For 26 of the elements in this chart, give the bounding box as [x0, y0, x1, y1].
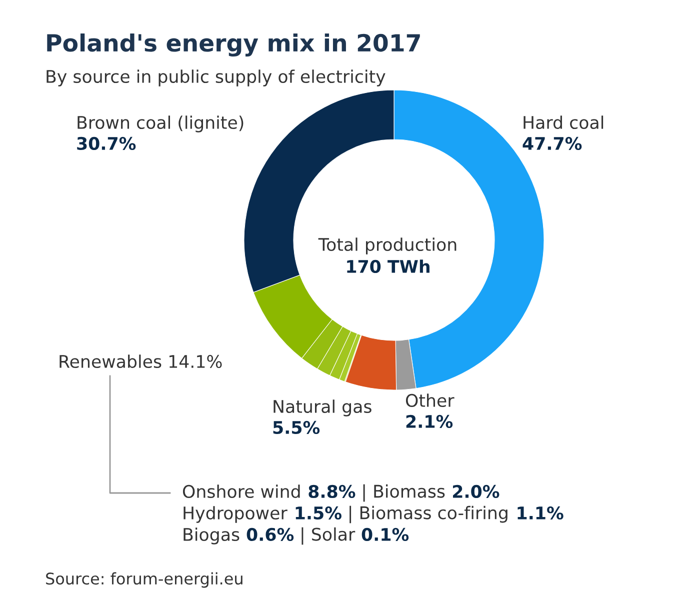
chart-subtitle: By source in public supply of electricity	[46, 70, 386, 86]
source-note: Source: forum-energii.eu	[46, 572, 242, 588]
text: Renewables 14.1%	[60, 354, 222, 368]
text: 1.5%	[296, 506, 342, 520]
chart-title: Poland's energy mix in 2017	[47, 33, 420, 57]
text: 2.0%	[453, 484, 500, 498]
slice-label: Other	[406, 394, 454, 408]
data-label: 47.7%	[522, 136, 582, 150]
text: | Biomass	[363, 484, 445, 502]
text: | Biomass co-firing	[350, 506, 508, 524]
text: 8.8%	[308, 484, 356, 498]
text: 0.6%	[246, 528, 294, 542]
slice-label: Hard coal	[524, 116, 604, 130]
data-label: 5.5%	[273, 420, 320, 434]
text: Biogas	[184, 528, 240, 544]
data-label: 30.7%	[77, 136, 136, 150]
text: Onshore wind	[182, 484, 300, 498]
text: 0.1%	[362, 528, 409, 542]
text: 1.1%	[518, 506, 564, 520]
data-label: 2.1%	[406, 414, 453, 428]
text: Hydropower	[184, 506, 288, 523]
text: | Solar	[302, 527, 356, 545]
slice-label: Natural gas	[274, 400, 372, 416]
slice-label: Brown coal (lignite)	[78, 116, 244, 132]
text: 170 TWh	[347, 260, 430, 274]
text: Total production	[318, 238, 456, 254]
